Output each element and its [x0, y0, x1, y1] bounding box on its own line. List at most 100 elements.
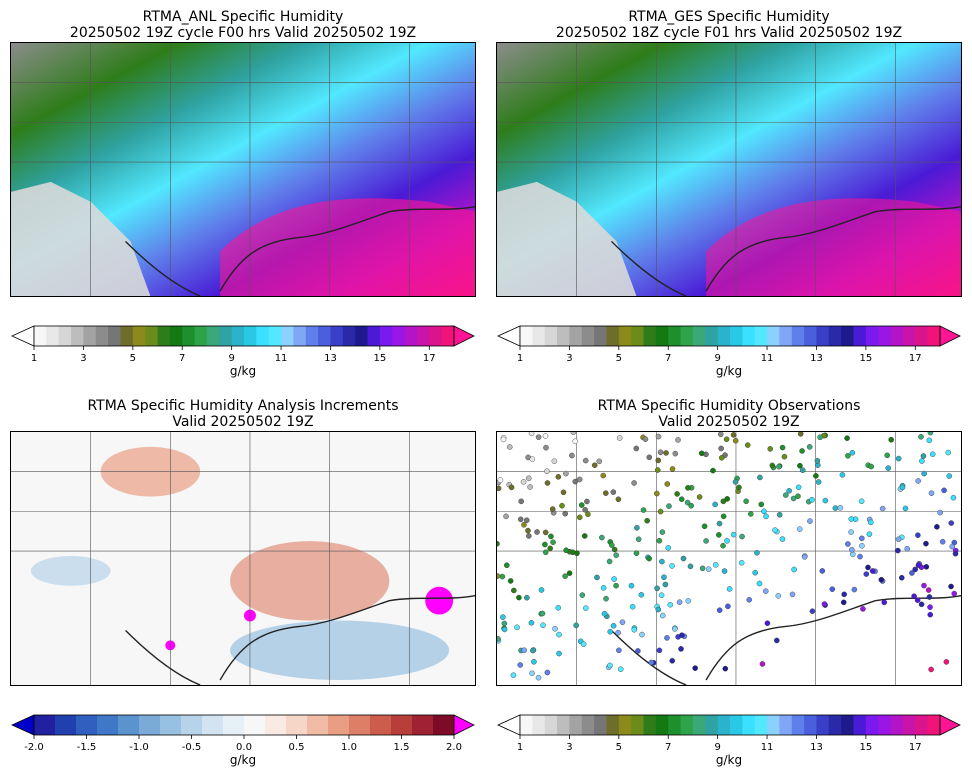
colorbar-extend-high — [453, 714, 475, 736]
observation-point — [654, 490, 660, 497]
map-increments-canvas — [11, 432, 475, 685]
colorbar-swatch — [206, 326, 220, 346]
observation-point — [600, 584, 607, 591]
observation-point — [758, 501, 765, 508]
observation-point — [943, 659, 950, 665]
colorbar-swatch — [55, 715, 77, 735]
observation-point — [915, 532, 921, 538]
colorbar-swatch — [865, 715, 879, 735]
colorbar-tick-label: 5 — [130, 353, 136, 364]
gulf-moist-region — [706, 198, 961, 296]
observation-point — [774, 637, 780, 644]
colorbar-swatch — [544, 326, 558, 346]
observation-point — [685, 485, 691, 491]
colorbar-extend-high — [939, 714, 961, 736]
observation-point — [518, 498, 524, 505]
observation-point — [895, 547, 901, 554]
colorbar-swatch — [256, 326, 270, 346]
observation-point — [809, 496, 815, 503]
observation-point — [551, 458, 558, 464]
observation-point — [543, 444, 549, 451]
observation-point — [548, 533, 554, 540]
observation-point — [809, 608, 816, 614]
observation-point — [921, 582, 927, 589]
observation-point — [534, 529, 540, 535]
observation-point — [528, 432, 535, 437]
observation-point — [801, 554, 808, 560]
colorbar-swatch — [441, 326, 455, 346]
observation-point — [511, 587, 517, 594]
observation-point — [859, 543, 865, 549]
colorbar-tick-label: 0.5 — [289, 742, 305, 753]
observation-point — [570, 432, 577, 435]
colorbar-swatch — [581, 326, 595, 346]
observation-point — [721, 568, 728, 574]
observation-point — [948, 520, 955, 526]
colorbar-ges: 1 3 5 7 9 11 13 15 17 — [496, 322, 962, 382]
observation-point — [912, 566, 918, 573]
colorbar-increments: -2.0 -1.5 -1.0 -0.5 0.0 0.5 1.0 1.5 2.0 — [10, 711, 476, 771]
colorbar-swatch — [890, 715, 904, 735]
colorbar-swatch — [680, 715, 694, 735]
observation-point — [701, 523, 708, 530]
observation-point — [578, 502, 585, 508]
panel-title-increments-line2: Valid 20250502 19Z — [172, 414, 314, 430]
panel-title-anl-line2: 20250502 19Z cycle F00 hrs Valid 2025050… — [69, 25, 417, 41]
observation-point — [948, 583, 954, 590]
observation-point — [596, 458, 603, 465]
colorbar-swatch — [618, 715, 632, 735]
colorbar-swatch — [841, 715, 855, 735]
observation-point — [921, 470, 927, 477]
observation-point — [616, 435, 623, 441]
observation-point — [582, 457, 589, 464]
observation-point — [663, 450, 669, 456]
observation-point — [594, 574, 600, 581]
colorbar-swatch — [890, 326, 904, 346]
observation-point — [915, 562, 922, 568]
observation-point — [542, 433, 549, 439]
extreme-increment — [425, 586, 454, 615]
observation-point — [562, 510, 568, 517]
observation-point — [772, 527, 778, 533]
observation-point — [859, 535, 865, 542]
colorbar-swatch — [281, 326, 294, 346]
colorbar-swatch — [416, 326, 430, 346]
colorbar-swatch — [83, 326, 97, 346]
observation-points — [497, 432, 959, 681]
observation-point — [607, 662, 613, 669]
dry-region — [497, 181, 637, 296]
colorbar-swatch — [705, 715, 719, 735]
observation-point — [918, 601, 925, 608]
observation-point — [542, 541, 548, 548]
observation-point — [720, 542, 726, 549]
observation-point — [762, 588, 769, 594]
colorbar-swatch — [342, 326, 356, 346]
observation-point — [634, 525, 640, 531]
colorbar-swatch — [594, 715, 607, 735]
observation-point — [786, 488, 792, 494]
observation-point — [544, 468, 550, 474]
observation-point — [839, 472, 846, 478]
colorbar-swatch — [730, 715, 743, 735]
observation-point — [723, 436, 730, 443]
observation-point — [665, 545, 672, 551]
observation-point — [516, 594, 522, 601]
observation-point — [599, 534, 605, 541]
observation-point — [732, 479, 739, 485]
observation-point — [923, 540, 929, 547]
observation-point — [664, 635, 670, 641]
observation-point — [885, 465, 892, 471]
panel-title-ges: RTMA_GES Specific Humidity 20250502 18Z … — [496, 9, 962, 41]
colorbar-swatch — [816, 326, 830, 346]
observation-point — [501, 626, 508, 633]
observation-point — [672, 450, 679, 457]
colorbar-swatch — [520, 326, 533, 346]
panel-title-ges-line1: RTMA_GES Specific Humidity — [628, 9, 830, 25]
colorbar-tick-label: 13 — [810, 742, 823, 753]
observation-point — [712, 562, 719, 568]
coastline — [125, 206, 475, 296]
colorbar-swatch — [412, 715, 434, 735]
observation-point — [923, 564, 930, 570]
colorbar-anl-svg: 1 3 5 7 9 11 13 15 17 — [11, 325, 475, 364]
observation-point — [884, 452, 891, 459]
